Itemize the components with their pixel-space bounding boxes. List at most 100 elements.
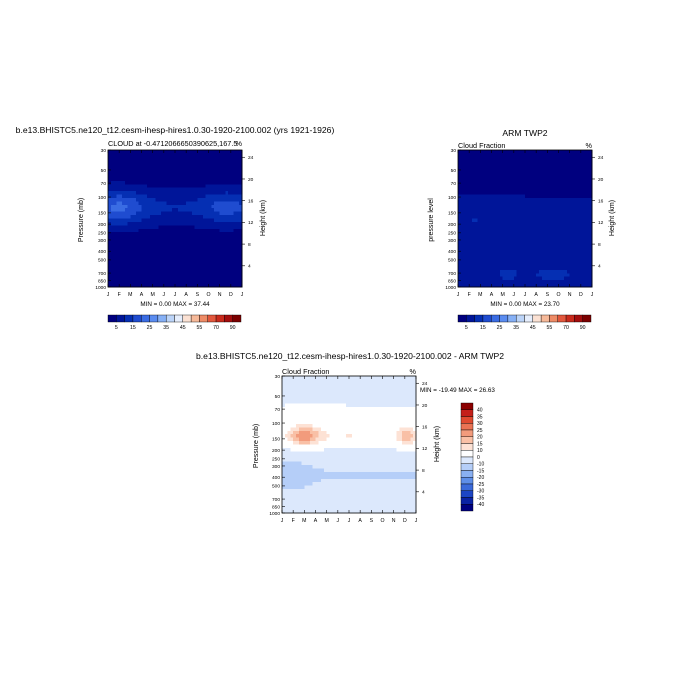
contour-cell xyxy=(332,430,336,435)
contour-cell xyxy=(216,173,221,178)
contour-cell xyxy=(186,228,190,233)
contour-cell xyxy=(536,156,540,161)
contour-cell xyxy=(485,259,490,264)
contour-cell xyxy=(236,221,240,226)
contour-cell xyxy=(147,211,151,216)
contour-cell xyxy=(340,376,344,380)
contour-cell xyxy=(477,232,481,236)
contour-cell xyxy=(175,215,179,219)
colorbar-box xyxy=(466,314,475,323)
contour-cell xyxy=(172,184,176,189)
contour-cell xyxy=(580,273,584,278)
contour-cell xyxy=(547,218,551,223)
contour-cell xyxy=(404,376,408,380)
contour-cell xyxy=(550,215,554,219)
contour-cell xyxy=(180,283,184,288)
contour-cell xyxy=(458,228,462,233)
contour-cell xyxy=(152,256,156,260)
contour-cell xyxy=(538,180,543,185)
contour-cell xyxy=(533,235,537,240)
contour-cell xyxy=(508,173,512,178)
contour-cell xyxy=(407,427,411,432)
contour-cell xyxy=(371,420,375,425)
contour-cell xyxy=(183,173,187,178)
contour-cell xyxy=(208,170,212,175)
contour-cell xyxy=(186,245,190,250)
contour-cell xyxy=(550,204,554,209)
contour-cell xyxy=(513,235,517,240)
contour-cell xyxy=(469,266,473,271)
contour-cell xyxy=(183,184,187,189)
contour-cell xyxy=(177,276,181,281)
contour-cell xyxy=(477,228,481,233)
contour-cell xyxy=(110,249,114,254)
contour-cell xyxy=(508,163,512,168)
contour-cell xyxy=(175,269,179,274)
contour-cell xyxy=(525,163,529,168)
contour-cell xyxy=(138,232,142,236)
contour-cell xyxy=(169,232,173,236)
contour-cell xyxy=(233,211,237,216)
contour-cell xyxy=(583,177,587,182)
contour-cell xyxy=(228,170,232,175)
contour-cell xyxy=(110,221,114,226)
contour-cell xyxy=(230,150,234,154)
contour-cell xyxy=(200,221,204,226)
contour-cell xyxy=(499,232,504,236)
contour-cell xyxy=(298,410,302,415)
contour-cell xyxy=(552,215,557,219)
contour-cell xyxy=(371,434,375,438)
contour-cell xyxy=(230,259,234,264)
contour-cell xyxy=(175,280,179,284)
contour-cell xyxy=(494,187,498,192)
contour-cell xyxy=(505,221,509,226)
contour-cell xyxy=(471,167,476,171)
contour-cell xyxy=(155,160,159,165)
contour-cell xyxy=(110,163,114,168)
contour-cell xyxy=(166,197,170,202)
contour-cell xyxy=(222,280,226,284)
contour-cell xyxy=(402,406,406,411)
contour-cell xyxy=(460,266,464,271)
colorbar-label: 5 xyxy=(115,325,118,331)
contour-cell xyxy=(214,266,218,271)
contour-cell xyxy=(138,201,142,206)
contour-cell xyxy=(211,259,215,264)
contour-cell xyxy=(488,204,492,209)
contour-cell xyxy=(108,283,112,288)
contour-cell xyxy=(466,156,470,161)
contour-cell xyxy=(471,263,476,267)
contour-cell xyxy=(564,218,568,223)
contour-cell xyxy=(301,393,305,397)
contour-cell xyxy=(360,423,364,428)
contour-cell xyxy=(460,177,464,182)
contour-cell xyxy=(580,228,584,233)
contour-cell xyxy=(491,249,495,254)
contour-cell xyxy=(133,150,137,154)
contour-cell xyxy=(511,283,515,288)
contour-cell xyxy=(205,153,209,158)
contour-cell xyxy=(161,173,165,178)
contour-cell xyxy=(295,399,300,404)
contour-cell xyxy=(499,273,504,278)
contour-cell xyxy=(516,283,520,288)
contour-cell xyxy=(236,184,240,189)
colorbar: 5 15 25 35 45 55 70 90 xyxy=(107,314,242,331)
contour-cell xyxy=(502,263,506,267)
contour-cell xyxy=(516,156,520,161)
contour-cell xyxy=(323,427,328,432)
contour-cell xyxy=(388,399,392,404)
contour-cell xyxy=(575,232,579,236)
contour-cell xyxy=(290,434,294,438)
contour-cell xyxy=(552,249,557,254)
contour-cell xyxy=(519,201,523,206)
contour-cell xyxy=(494,177,498,182)
contour-cell xyxy=(121,245,126,250)
contour-cell xyxy=(108,201,112,206)
contour-cell xyxy=(466,273,470,278)
contour-cell xyxy=(343,386,347,391)
contour-cell xyxy=(561,215,565,219)
contour-cell xyxy=(527,215,531,219)
contour-cell xyxy=(183,269,187,274)
contour-cell xyxy=(505,194,509,199)
